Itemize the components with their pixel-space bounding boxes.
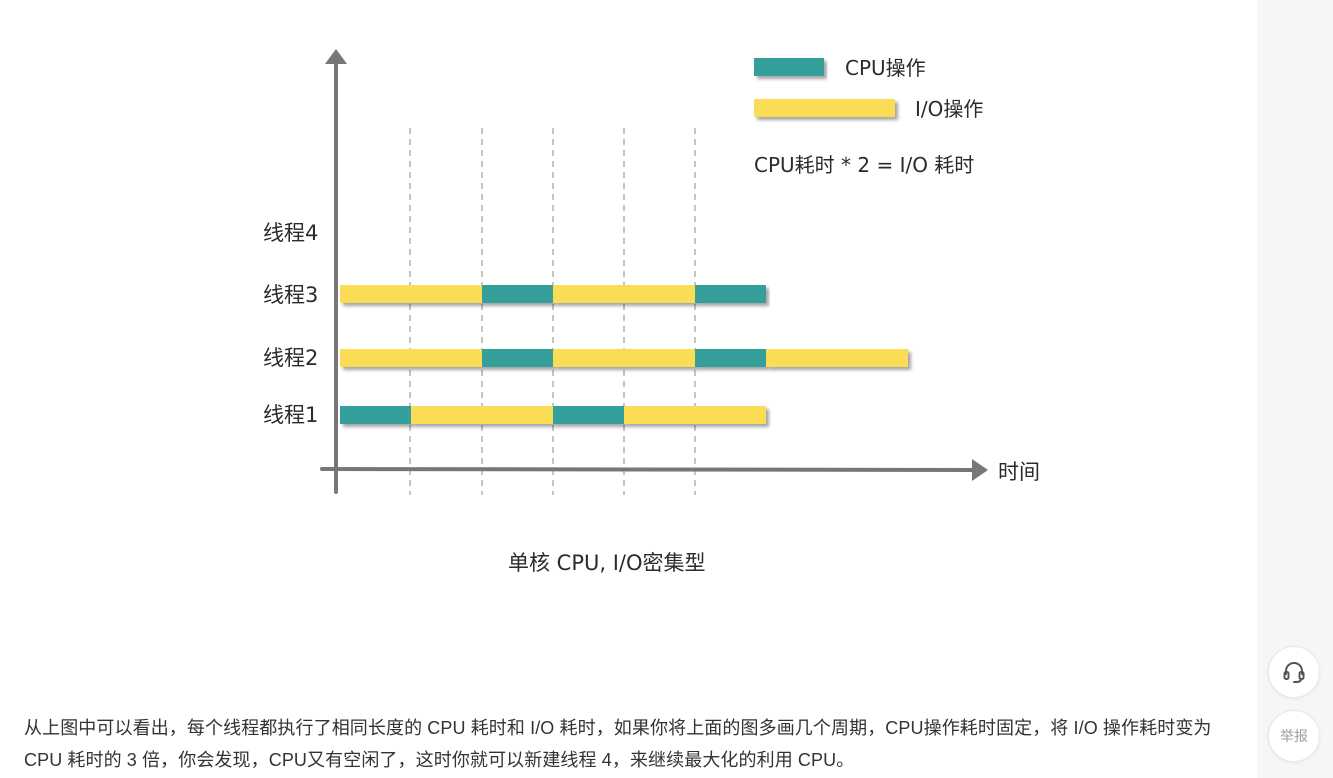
thread-2-io-segment-5: [766, 349, 908, 367]
thread-3-cpu-segment-2: [482, 285, 553, 303]
thread-1-io-segment-4: [624, 406, 766, 424]
right-sidebar: 举报: [1257, 0, 1333, 778]
article-paragraph: 从上图中可以看出，每个线程都执行了相同长度的 CPU 耗时和 I/O 耗时，如果…: [24, 718, 1212, 770]
thread-2-io-segment-3: [553, 349, 695, 367]
x-axis: [320, 467, 980, 472]
y-axis-arrow: [325, 49, 347, 64]
thread-2-cpu-segment-4: [695, 349, 766, 367]
thread-3-cpu-segment-4: [695, 285, 766, 303]
thread-label-4: 线程4: [263, 221, 318, 245]
headset-icon: [1283, 662, 1305, 683]
thread-3-io-segment-3: [553, 285, 695, 303]
thread-label-3: 线程3: [263, 283, 318, 307]
axes: [320, 58, 980, 494]
thread-label-2: 线程2: [263, 346, 318, 370]
thread-2-cpu-segment-2: [482, 349, 553, 367]
customer-support-button[interactable]: [1268, 646, 1320, 698]
legend-cpu-label: CPU操作: [845, 56, 926, 80]
legend-formula: CPU耗时 * 2 = I/O 耗时: [754, 153, 974, 177]
legend-io-label: I/O操作: [915, 97, 983, 121]
legend-cpu-swatch: [754, 58, 824, 76]
thread-bars: [340, 285, 908, 424]
article-content: 线程4 线程3 线程2 线程1 CPU操作 I/O操作 CPU耗时 * 2 = …: [24, 49, 1212, 770]
report-label: 举报: [1280, 728, 1308, 744]
thread-1-cpu-segment-1: [340, 406, 411, 424]
x-axis-arrow: [972, 459, 988, 481]
thread-2-io-segment-1: [340, 349, 482, 367]
report-button[interactable]: 举报: [1268, 710, 1320, 762]
thread-3-io-segment-1: [340, 285, 482, 303]
cpu-io-diagram: 线程4 线程3 线程2 线程1 CPU操作 I/O操作 CPU耗时 * 2 = …: [263, 49, 1040, 575]
thread-1-io-segment-2: [411, 406, 553, 424]
diagram-caption: 单核 CPU, I/O密集型: [508, 551, 706, 575]
thread-1-cpu-segment-3: [553, 406, 624, 424]
thread-label-1: 线程1: [263, 403, 318, 427]
time-dividers: [409, 128, 696, 495]
legend: CPU操作 I/O操作 CPU耗时 * 2 = I/O 耗时: [754, 56, 983, 177]
legend-io-swatch: [754, 99, 895, 117]
x-axis-label: 时间: [998, 460, 1040, 484]
